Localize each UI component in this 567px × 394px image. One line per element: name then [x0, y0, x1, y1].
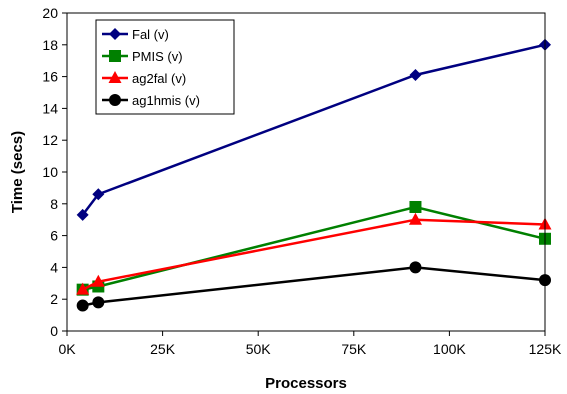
series-line	[82, 218, 546, 291]
series-2	[76, 212, 552, 295]
legend-item: ag1hmis (v)	[102, 93, 200, 108]
y-tick-label: 20	[42, 5, 58, 21]
data-point	[76, 282, 90, 295]
series-1	[76, 200, 551, 296]
plot-area-frame	[66, 12, 546, 332]
y-tick-label: 14	[42, 100, 58, 116]
x-tick-label: 50K	[246, 341, 272, 357]
legend-swatch-marker	[109, 50, 121, 62]
legend-item: ag2fal (v)	[102, 71, 186, 86]
x-tick-label: 0K	[58, 341, 76, 357]
y-tick-label: 4	[50, 259, 58, 275]
legend-item: PMIS (v)	[102, 49, 183, 64]
x-tick-label: 75K	[341, 341, 367, 357]
y-tick-label: 8	[50, 196, 58, 212]
data-point	[76, 208, 89, 221]
y-axis-ticks: 0 2 4 6 8 10 12 14 16 18 20	[42, 5, 67, 339]
data-point	[91, 274, 105, 287]
data-point	[76, 299, 89, 312]
legend: Fal (v) PMIS (v) ag2fal (v) ag1hmis (v)	[95, 19, 235, 115]
legend-swatch-marker	[108, 71, 122, 83]
x-axis-title: Processors	[265, 375, 347, 392]
series-line	[82, 266, 546, 307]
legend-label: ag1hmis (v)	[132, 93, 200, 108]
y-tick-label: 6	[50, 228, 58, 244]
y-tick-label: 10	[42, 164, 58, 180]
x-axis-ticks: 0K 25K 50K 75K 100K 125K	[58, 331, 562, 357]
legend-label: Fal (v)	[132, 27, 169, 42]
y-tick-label: 2	[50, 291, 58, 307]
y-tick-label: 16	[42, 69, 58, 85]
data-point	[92, 296, 105, 309]
legend-label: ag2fal (v)	[132, 71, 186, 86]
series-3	[76, 261, 551, 312]
data-point	[92, 188, 105, 201]
legend-swatch-marker	[109, 28, 121, 40]
legend-swatch-marker	[109, 94, 121, 106]
y-axis-title: Time (secs)	[9, 131, 26, 213]
x-tick-label: 125K	[529, 341, 562, 357]
series-line	[81, 43, 546, 216]
y-tick-label: 0	[50, 323, 58, 339]
x-tick-label: 100K	[433, 341, 466, 357]
data-point	[409, 200, 422, 213]
legend-label: PMIS (v)	[132, 49, 183, 64]
legend-item: Fal (v)	[102, 27, 169, 42]
y-tick-label: 18	[42, 37, 58, 53]
series-layer	[76, 38, 552, 312]
y-tick-label: 12	[42, 132, 58, 148]
data-point	[408, 212, 422, 225]
x-tick-label: 25K	[150, 341, 176, 357]
series-line	[82, 205, 546, 291]
data-point	[409, 69, 422, 82]
data-point	[409, 261, 422, 274]
